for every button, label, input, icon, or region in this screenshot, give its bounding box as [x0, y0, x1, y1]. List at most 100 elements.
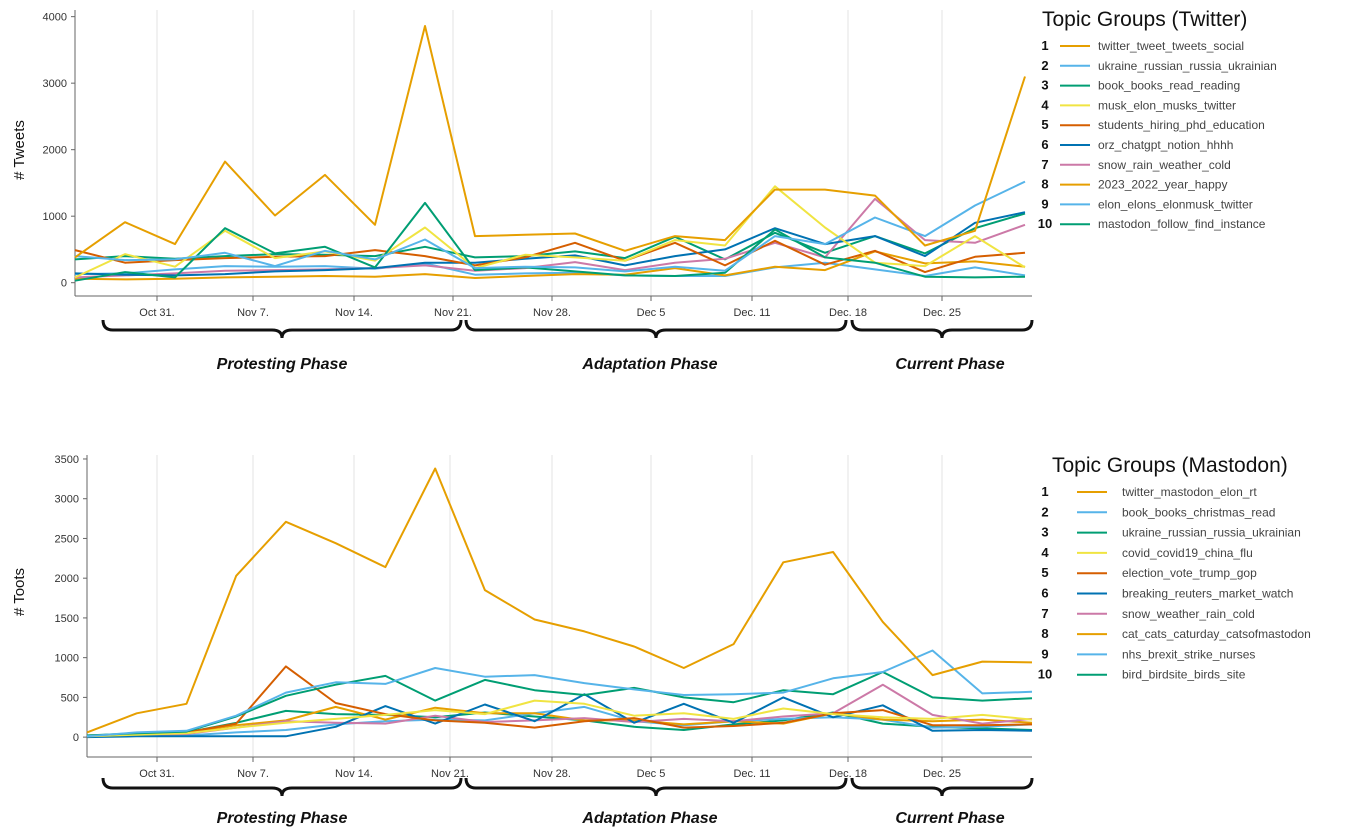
legend-label: cat_cats_caturday_catsofmastodon [1122, 627, 1311, 641]
y-tick-label: 2500 [55, 533, 79, 545]
legend-label: mastodon_follow_find_instance [1098, 217, 1266, 231]
legend-label: orz_chatgpt_notion_hhhh [1098, 138, 1233, 152]
twitter-series-lines [74, 25, 1026, 282]
legend-label: 2023_2022_year_happy [1098, 178, 1227, 192]
x-tick-label: Nov 14. [335, 307, 373, 319]
y-tick-label: 3000 [43, 78, 67, 90]
twitter-y-axis-title: # Tweets [11, 120, 28, 180]
x-tick-label: Dec. 18 [829, 307, 867, 319]
series-line-8 [74, 250, 1026, 281]
legend-label: elon_elons_elonmusk_twitter [1098, 197, 1253, 211]
series-line-9 [86, 705, 1033, 738]
twitter-legend-title: Topic Groups (Twitter) [1042, 8, 1247, 31]
legend-rank: 3 [1041, 525, 1048, 540]
x-tick-label: Dec 5 [637, 307, 666, 319]
y-tick-label: 1000 [43, 211, 67, 223]
x-tick-label: Dec. 11 [733, 307, 770, 319]
mastodon-x-ticks: Oct 31. Nov 7. Nov 14. Nov 21. Nov 28. Dec 5 D… [139, 757, 961, 780]
twitter-gridlines [156, 10, 943, 296]
legend-label: election_vote_trump_gop [1122, 566, 1257, 580]
mastodon-chart: 0 500 1000 1500 2000 2500 3000 3500 Oct 31. Nov … [11, 454, 1311, 827]
series-line-4 [74, 185, 1026, 279]
legend-rank: 2 [1041, 58, 1048, 73]
x-tick-label: Dec. 25 [923, 768, 961, 780]
legend-rank: 5 [1041, 565, 1048, 580]
legend-rank: 7 [1041, 606, 1048, 621]
twitter-phase-current: Current Phase [895, 356, 1004, 373]
mastodon-phase-current: Current Phase [895, 810, 1004, 827]
y-tick-label: 1500 [55, 613, 79, 625]
phase-brace-3 [850, 777, 1034, 797]
y-tick-label: 3000 [55, 494, 79, 506]
x-tick-label: Dec. 11 [733, 768, 770, 780]
phase-brace-3 [850, 319, 1034, 339]
legend-rank: 4 [1041, 97, 1049, 112]
x-tick-label: Nov 14. [335, 768, 373, 780]
phase-brace-1 [101, 777, 463, 797]
legend-label: nhs_brexit_strike_nurses [1122, 647, 1255, 661]
legend-rank: 1 [1041, 38, 1048, 53]
mastodon-series-lines [86, 467, 1033, 739]
series-line-10 [86, 709, 1033, 737]
twitter-y-ticks: 0 1000 2000 3000 4000 [43, 12, 75, 290]
mastodon-phase-adaptation: Adaptation Phase [581, 810, 717, 827]
twitter-legend: 1 twitter_tweet_tweets_social 2 ukraine_rus… [1038, 38, 1277, 231]
twitter-phase-adaptation: Adaptation Phase [581, 356, 717, 373]
legend-rank: 7 [1041, 157, 1048, 172]
y-tick-label: 0 [61, 278, 67, 290]
legend-label: musk_elon_musks_twitter [1098, 98, 1236, 112]
legend-label: snow_rain_weather_cold [1098, 158, 1231, 172]
y-tick-label: 2000 [43, 145, 67, 157]
legend-rank: 10 [1038, 667, 1052, 682]
y-tick-label: 0 [73, 732, 79, 744]
legend-label: book_books_christmas_read [1122, 505, 1275, 519]
legend-rank: 1 [1041, 484, 1048, 499]
x-tick-label: Nov 7. [237, 768, 269, 780]
legend-label: ukraine_russian_russia_ukrainian [1098, 59, 1277, 73]
series-line-4 [86, 699, 1033, 738]
legend-label: bird_birdsite_birds_site [1122, 668, 1246, 682]
twitter-phase-protesting: Protesting Phase [217, 356, 348, 373]
twitter-chart: 0 1000 2000 3000 4000 Oct 31. Nov 7. Nov 14. No… [11, 8, 1277, 373]
mastodon-phase-braces [101, 777, 1034, 797]
x-tick-label: Oct 31. [139, 307, 174, 319]
series-line-7 [74, 197, 1026, 279]
x-tick-label: Oct 31. [139, 768, 174, 780]
legend-label: covid_covid19_china_flu [1122, 546, 1253, 560]
x-tick-label: Dec 5 [637, 768, 666, 780]
x-tick-label: Nov 7. [237, 307, 269, 319]
series-line-5 [74, 239, 1026, 274]
series-line-2 [86, 649, 1033, 738]
legend-label: book_books_read_reading [1098, 79, 1240, 93]
legend-label: snow_weather_rain_cold [1122, 607, 1255, 621]
legend-rank: 6 [1041, 137, 1048, 152]
series-line-3 [86, 671, 1033, 737]
legend-label: students_hiring_phd_education [1098, 118, 1265, 132]
legend-rank: 8 [1041, 177, 1048, 192]
series-line-2 [74, 180, 1026, 273]
phase-brace-1 [101, 319, 463, 339]
mastodon-y-ticks: 0 500 1000 1500 2000 2500 3000 3500 [55, 454, 87, 744]
legend-rank: 10 [1038, 216, 1052, 231]
x-tick-label: Nov 28. [533, 307, 571, 319]
legend-rank: 6 [1041, 586, 1048, 601]
series-line-6 [86, 693, 1033, 739]
mastodon-legend-title: Topic Groups (Mastodon) [1052, 454, 1288, 477]
phase-brace-2 [464, 777, 848, 797]
series-line-1 [86, 467, 1033, 734]
y-tick-label: 2000 [55, 573, 79, 585]
y-tick-label: 500 [61, 692, 79, 704]
twitter-x-ticks: Oct 31. Nov 7. Nov 14. Nov 21. Nov 28. Dec 5 D… [139, 296, 961, 319]
y-tick-label: 4000 [43, 12, 67, 24]
legend-rank: 9 [1041, 646, 1048, 661]
legend-rank: 3 [1041, 78, 1048, 93]
x-tick-label: Nov 28. [533, 768, 571, 780]
x-tick-label: Dec. 18 [829, 768, 867, 780]
phase-brace-2 [464, 319, 848, 339]
mastodon-legend: 1 twitter_mastodon_elon_rt 2 book_books_chr… [1038, 484, 1311, 682]
series-line-8 [86, 705, 1033, 737]
x-tick-label: Nov 21. [431, 768, 469, 780]
x-tick-label: Dec. 25 [923, 307, 961, 319]
legend-label: twitter_tweet_tweets_social [1098, 39, 1244, 53]
